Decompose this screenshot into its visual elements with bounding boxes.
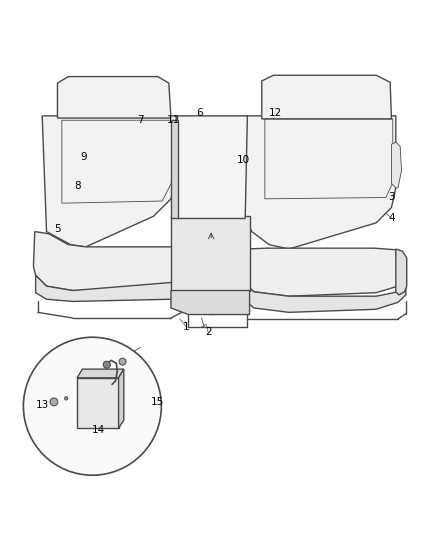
Polygon shape — [177, 116, 247, 219]
Polygon shape — [262, 75, 392, 119]
Polygon shape — [119, 369, 124, 428]
Text: 14: 14 — [92, 425, 106, 435]
Polygon shape — [396, 249, 407, 295]
Circle shape — [119, 358, 126, 365]
Polygon shape — [171, 120, 177, 219]
Polygon shape — [392, 142, 402, 188]
Text: 9: 9 — [80, 152, 87, 163]
Polygon shape — [57, 77, 171, 118]
Text: 3: 3 — [388, 192, 395, 201]
Circle shape — [103, 361, 110, 368]
Polygon shape — [245, 284, 406, 312]
Text: 7: 7 — [137, 115, 144, 125]
Text: 11: 11 — [166, 115, 180, 125]
Text: 12: 12 — [269, 108, 283, 118]
Polygon shape — [171, 290, 250, 314]
Circle shape — [23, 337, 161, 475]
Text: 15: 15 — [151, 397, 165, 407]
Circle shape — [64, 397, 68, 400]
Polygon shape — [42, 116, 177, 247]
Text: 10: 10 — [237, 155, 250, 165]
Polygon shape — [245, 116, 396, 249]
Text: 4: 4 — [388, 214, 395, 223]
Polygon shape — [33, 231, 182, 290]
Circle shape — [50, 398, 58, 406]
Polygon shape — [245, 248, 406, 296]
Text: 5: 5 — [54, 224, 61, 235]
Polygon shape — [35, 275, 182, 302]
Text: 1: 1 — [183, 322, 190, 332]
Text: 8: 8 — [74, 181, 81, 191]
Polygon shape — [171, 216, 250, 290]
Polygon shape — [77, 369, 124, 378]
Text: 2: 2 — [205, 327, 212, 337]
Text: 6: 6 — [196, 108, 203, 118]
Text: 13: 13 — [35, 400, 49, 410]
Polygon shape — [77, 378, 119, 428]
